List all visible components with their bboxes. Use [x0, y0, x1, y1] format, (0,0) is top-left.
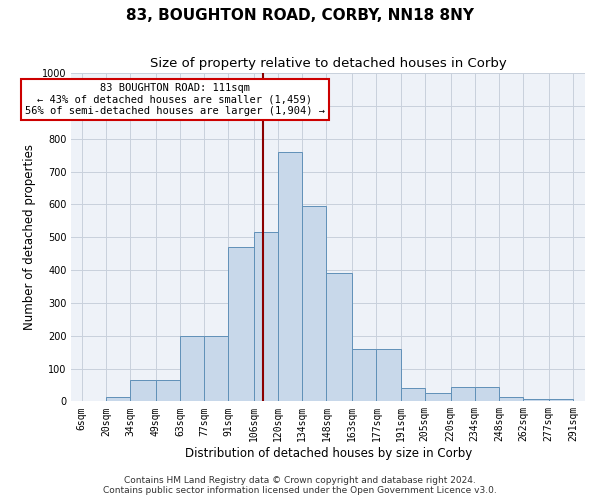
Text: 83 BOUGHTON ROAD: 111sqm
← 43% of detached houses are smaller (1,459)
56% of sem: 83 BOUGHTON ROAD: 111sqm ← 43% of detach…	[25, 82, 325, 116]
Bar	[326, 274, 352, 402]
Bar	[549, 398, 573, 402]
Bar	[130, 380, 156, 402]
X-axis label: Distribution of detached houses by size in Corby: Distribution of detached houses by size …	[185, 447, 472, 460]
Text: Contains HM Land Registry data © Crown copyright and database right 2024.
Contai: Contains HM Land Registry data © Crown c…	[103, 476, 497, 495]
Bar	[156, 380, 180, 402]
Bar	[228, 247, 254, 402]
Bar	[475, 386, 499, 402]
Bar	[204, 336, 228, 402]
Bar	[302, 206, 326, 402]
Bar	[523, 398, 549, 402]
Bar	[278, 152, 302, 402]
Y-axis label: Number of detached properties: Number of detached properties	[23, 144, 37, 330]
Bar	[106, 397, 130, 402]
Bar	[254, 232, 278, 402]
Bar	[499, 397, 523, 402]
Bar	[425, 393, 451, 402]
Bar	[180, 336, 204, 402]
Bar	[451, 386, 475, 402]
Bar	[376, 349, 401, 402]
Bar	[401, 388, 425, 402]
Title: Size of property relative to detached houses in Corby: Size of property relative to detached ho…	[150, 58, 506, 70]
Bar	[352, 349, 376, 402]
Text: 83, BOUGHTON ROAD, CORBY, NN18 8NY: 83, BOUGHTON ROAD, CORBY, NN18 8NY	[126, 8, 474, 22]
